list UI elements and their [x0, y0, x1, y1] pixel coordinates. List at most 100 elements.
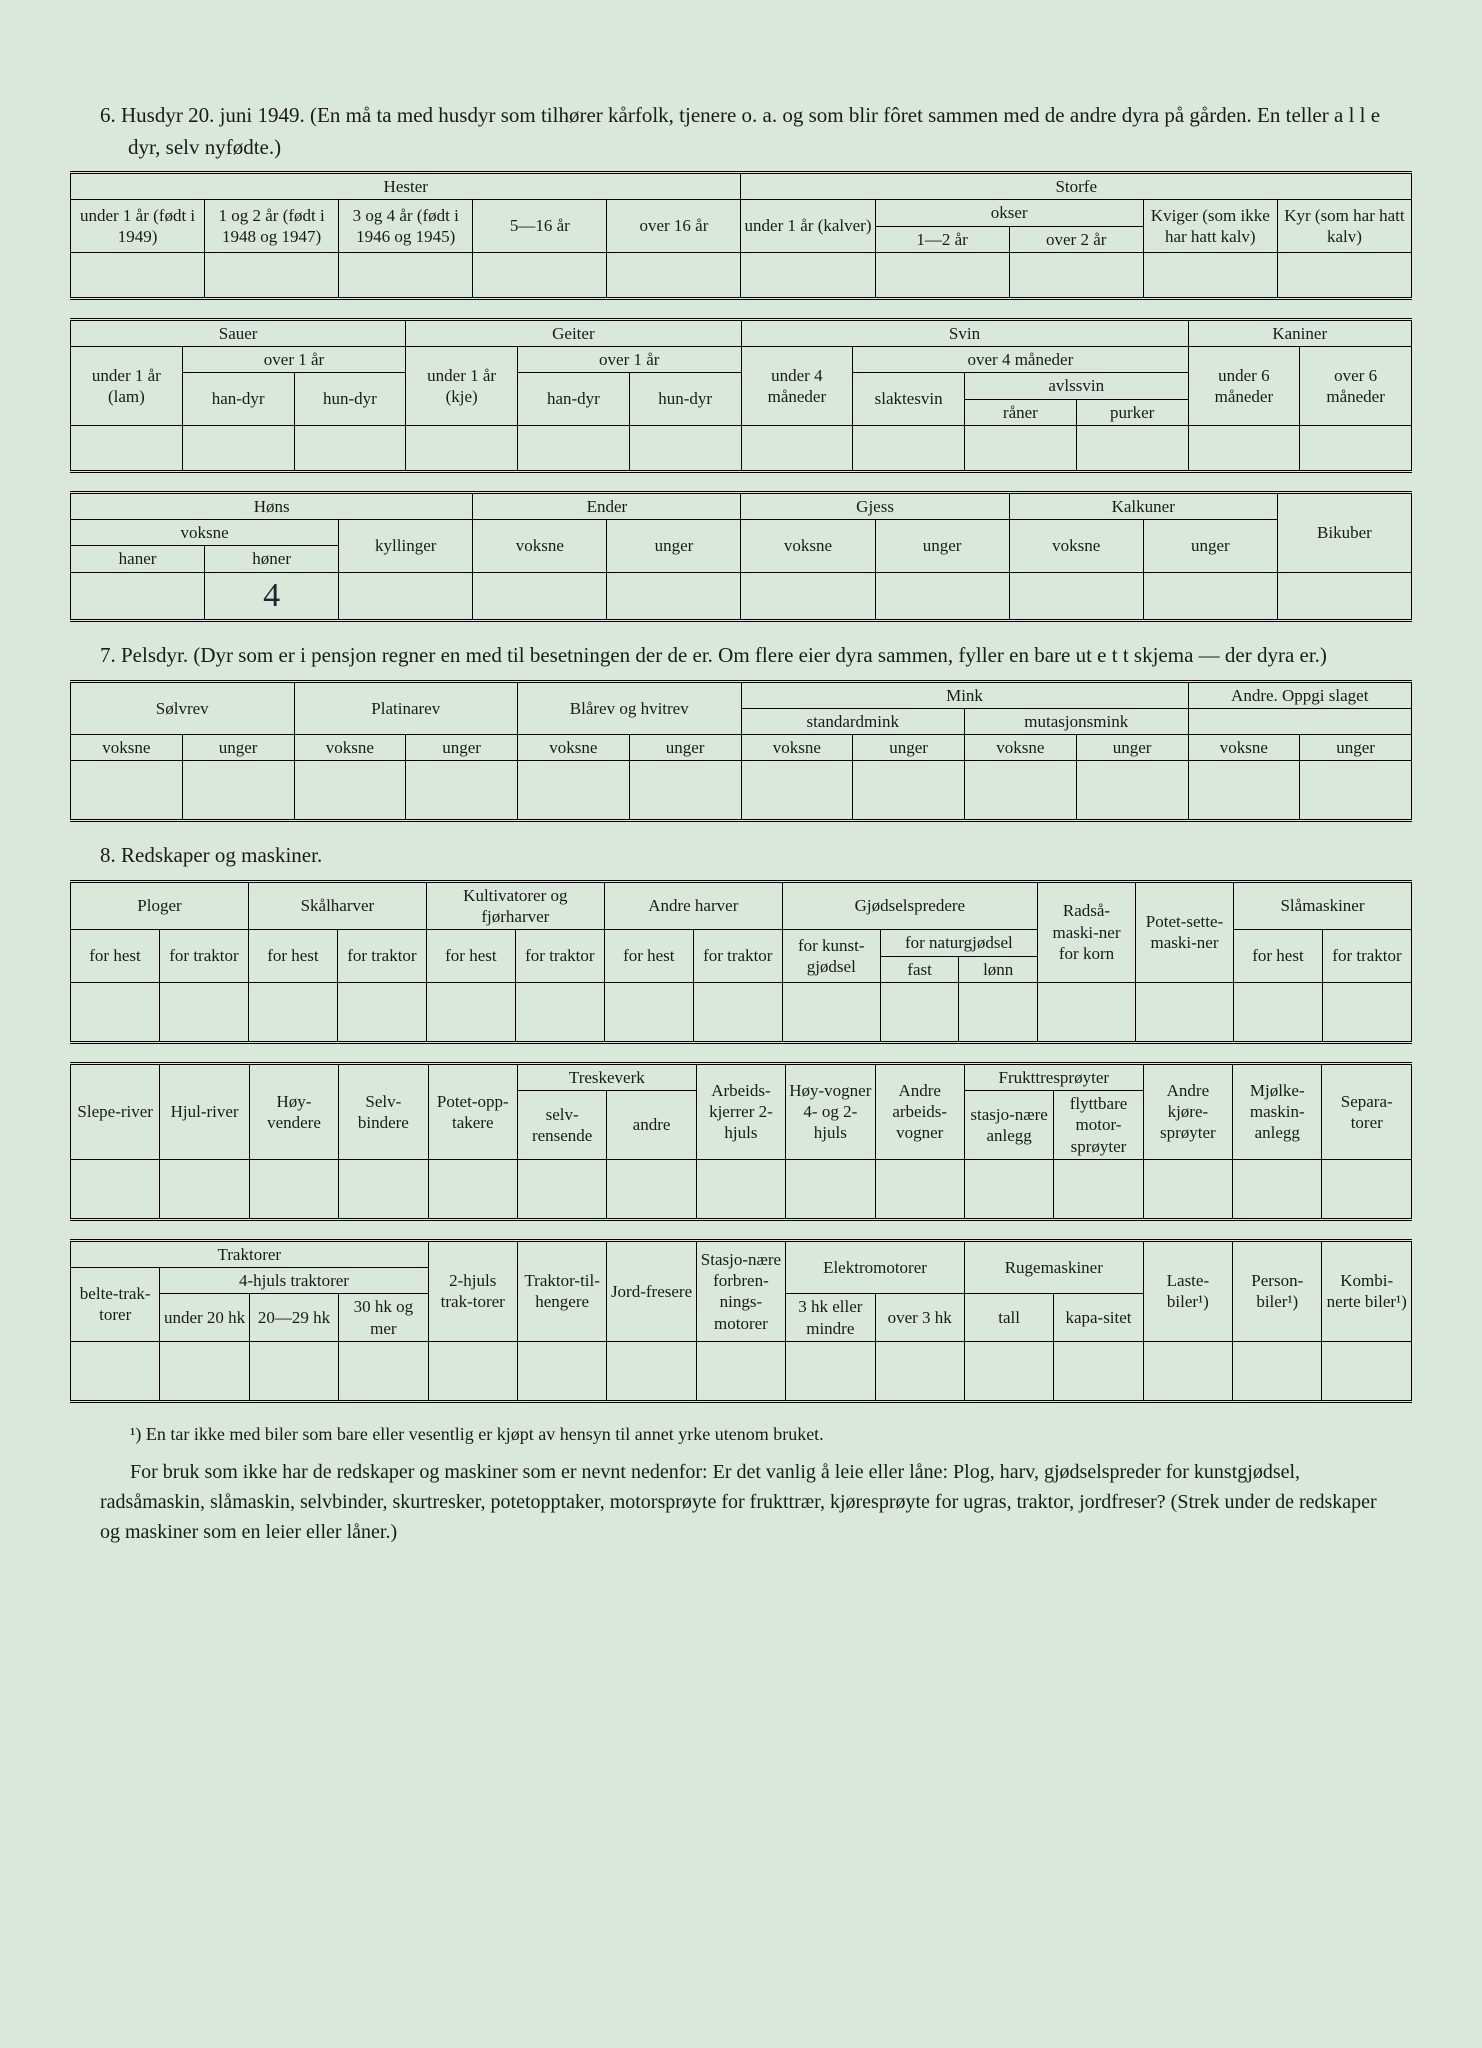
data-cell [1009, 252, 1143, 298]
col-header: unger [853, 735, 965, 761]
col-header: Laste-biler¹) [1143, 1240, 1232, 1341]
group-geiter: Geiter [406, 319, 741, 346]
group-gjess: Gjess [741, 492, 1009, 519]
table-pelsdyr: Sølvrev Platinarev Blårev og hvitrev Min… [70, 680, 1412, 823]
col-header: tall [964, 1294, 1053, 1342]
col-header: belte-trak-torer [71, 1268, 160, 1342]
group-svin: Svin [741, 319, 1188, 346]
col-header: avlssvin [965, 373, 1189, 399]
group-hester: Hester [71, 173, 741, 200]
col-header: 1—2 år [875, 226, 1009, 252]
data-cell [339, 252, 473, 298]
data-cell [339, 572, 473, 621]
col-header: under 1 år (kje) [406, 347, 518, 426]
col-header: under 6 måneder [1188, 347, 1300, 426]
group-ender: Ender [473, 492, 741, 519]
col-header: lønn [959, 956, 1038, 982]
data-cell [741, 252, 875, 298]
col-header: 2-hjuls trak-torer [428, 1240, 517, 1341]
col-header: Stasjo-nære forbren-nings-motorer [696, 1240, 785, 1341]
col-header: slaktesvin [853, 373, 965, 426]
data-cell [1054, 1159, 1143, 1219]
data-cell [1143, 572, 1277, 621]
section8-intro: 8. Redskaper og maskiner. [100, 840, 1412, 872]
col-header: voksne [1188, 735, 1300, 761]
data-cell [1076, 761, 1188, 821]
col-header: over 2 år [1009, 226, 1143, 252]
col-header: under 20 hk [160, 1294, 249, 1342]
col-header: for naturgjødsel [880, 930, 1037, 956]
col-header: Kyr (som har hatt kalv) [1277, 200, 1411, 253]
col-header: Andre arbeids-vogner [875, 1063, 964, 1159]
data-cell [1143, 1341, 1232, 1401]
table-redskaper-1: Ploger Skålharver Kultivatorer og fjørha… [70, 880, 1412, 1044]
col-header: for hest [426, 930, 515, 983]
data-cell [337, 982, 426, 1042]
col-header: unger [629, 735, 741, 761]
col-header: over 16 år [607, 200, 741, 253]
data-cell [339, 1159, 428, 1219]
col-header: over 4 måneder [853, 347, 1188, 373]
group-andre: Andre. Oppgi slaget [1188, 681, 1412, 708]
bodytext-redskaper: For bruk som ikke har de redskaper og ma… [100, 1457, 1382, 1547]
data-cell [249, 1159, 338, 1219]
col-header: for traktor [337, 930, 426, 983]
data-cell [1143, 1159, 1232, 1219]
col-header: 3 og 4 år (født i 1946 og 1945) [339, 200, 473, 253]
data-cell [71, 761, 183, 821]
data-cell [428, 1159, 517, 1219]
data-cell [160, 1159, 249, 1219]
data-cell [406, 425, 518, 471]
col-header: Potet-opp-takere [428, 1063, 517, 1159]
col-header: Person-biler¹) [1233, 1240, 1322, 1341]
col-header: under 1 år (kalver) [741, 200, 875, 253]
col-header: Frukttresprøyter [964, 1063, 1143, 1090]
data-cell [71, 1341, 160, 1401]
col-header: for hest [604, 930, 693, 983]
group-rugemaskiner: Rugemaskiner [964, 1240, 1143, 1294]
data-cell [786, 1159, 875, 1219]
data-cell [629, 425, 741, 471]
col-header: Treskeverk [517, 1063, 696, 1090]
data-cell [875, 572, 1009, 621]
col-header: voksne [71, 520, 339, 546]
col-header: han-dyr [182, 373, 294, 426]
col-header: Kviger (som ikke har hatt kalv) [1143, 200, 1277, 253]
col-header: mutasjonsmink [965, 708, 1189, 734]
data-cell [182, 761, 294, 821]
data-cell [160, 1341, 249, 1401]
col-header: Høy-vogner 4- og 2-hjuls [786, 1063, 875, 1159]
group-kalkuner: Kalkuner [1009, 492, 1277, 519]
col-header: unger [406, 735, 518, 761]
col-header: flyttbare motor-sprøyter [1054, 1091, 1143, 1160]
col-header: selv-rensende [517, 1091, 606, 1160]
data-cell [473, 252, 607, 298]
group-gjodselspredere: Gjødselspredere [782, 881, 1037, 930]
col-header: okser [875, 200, 1143, 226]
data-cell [741, 425, 853, 471]
data-cell [880, 982, 959, 1042]
col-header: voksne [965, 735, 1077, 761]
table-sauer-geiter-svin-kaniner: Sauer Geiter Svin Kaniner under 1 år (la… [70, 318, 1412, 473]
col-header: Separa-torer [1322, 1063, 1412, 1159]
col-header: for traktor [1322, 930, 1411, 983]
group-blarev: Blårev og hvitrev [518, 681, 742, 735]
data-cell [205, 252, 339, 298]
data-cell [604, 982, 693, 1042]
col-header: 4-hjuls traktorer [160, 1268, 428, 1294]
data-cell [517, 1159, 606, 1219]
col-header: unger [607, 520, 741, 573]
col-header: kyllinger [339, 520, 473, 573]
data-cell [426, 982, 515, 1042]
data-cell [518, 761, 630, 821]
section6-intro: 6. Husdyr 20. juni 1949. (En må ta med h… [100, 100, 1412, 163]
data-cell [182, 425, 294, 471]
data-cell [1009, 572, 1143, 621]
data-cell [1322, 982, 1411, 1042]
data-cell [693, 982, 782, 1042]
col-header: kapa-sitet [1054, 1294, 1143, 1342]
group-platinarev: Platinarev [294, 681, 518, 735]
data-cell [1038, 982, 1136, 1042]
data-cell [71, 982, 160, 1042]
col-header: råner [965, 399, 1077, 425]
